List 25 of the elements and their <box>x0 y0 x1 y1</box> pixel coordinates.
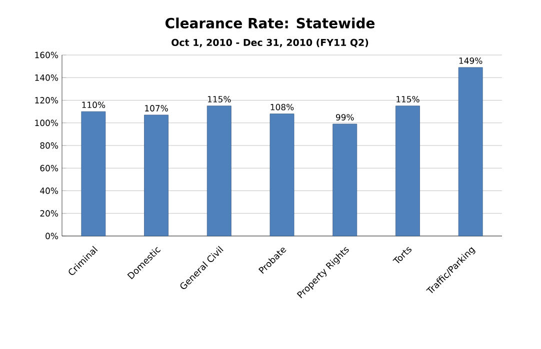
bar <box>458 67 483 236</box>
bar <box>332 124 358 236</box>
y-tick-label: 100% <box>35 120 58 126</box>
data-label: 107% <box>145 105 168 112</box>
y-tick-label: 0% <box>46 232 58 240</box>
data-label: 99% <box>336 114 354 120</box>
y-tick-label: 60% <box>40 164 58 172</box>
data-label: 115% <box>208 96 231 102</box>
bar <box>81 111 106 236</box>
y-tick-label: 80% <box>40 142 58 149</box>
bar <box>144 114 168 236</box>
data-label: 108% <box>270 104 294 110</box>
bar <box>206 106 232 236</box>
chart-title: Clearance Rate: Statewide <box>165 18 375 28</box>
chart-subtitle: Oct 1, 2010 - Dec 31, 2010 (FY11 Q2) <box>172 38 368 48</box>
data-label: 115% <box>396 96 420 102</box>
y-tick-label: 40% <box>40 188 58 194</box>
y-tick-label: 160% <box>35 52 58 58</box>
bar <box>270 114 294 236</box>
y-tick-label: 20% <box>40 210 58 217</box>
y-tick-label: 140% <box>35 74 58 81</box>
bar <box>396 106 420 236</box>
data-label: 149% <box>459 58 482 64</box>
data-label: 110% <box>82 102 106 108</box>
y-tick-label: 120% <box>35 97 58 104</box>
